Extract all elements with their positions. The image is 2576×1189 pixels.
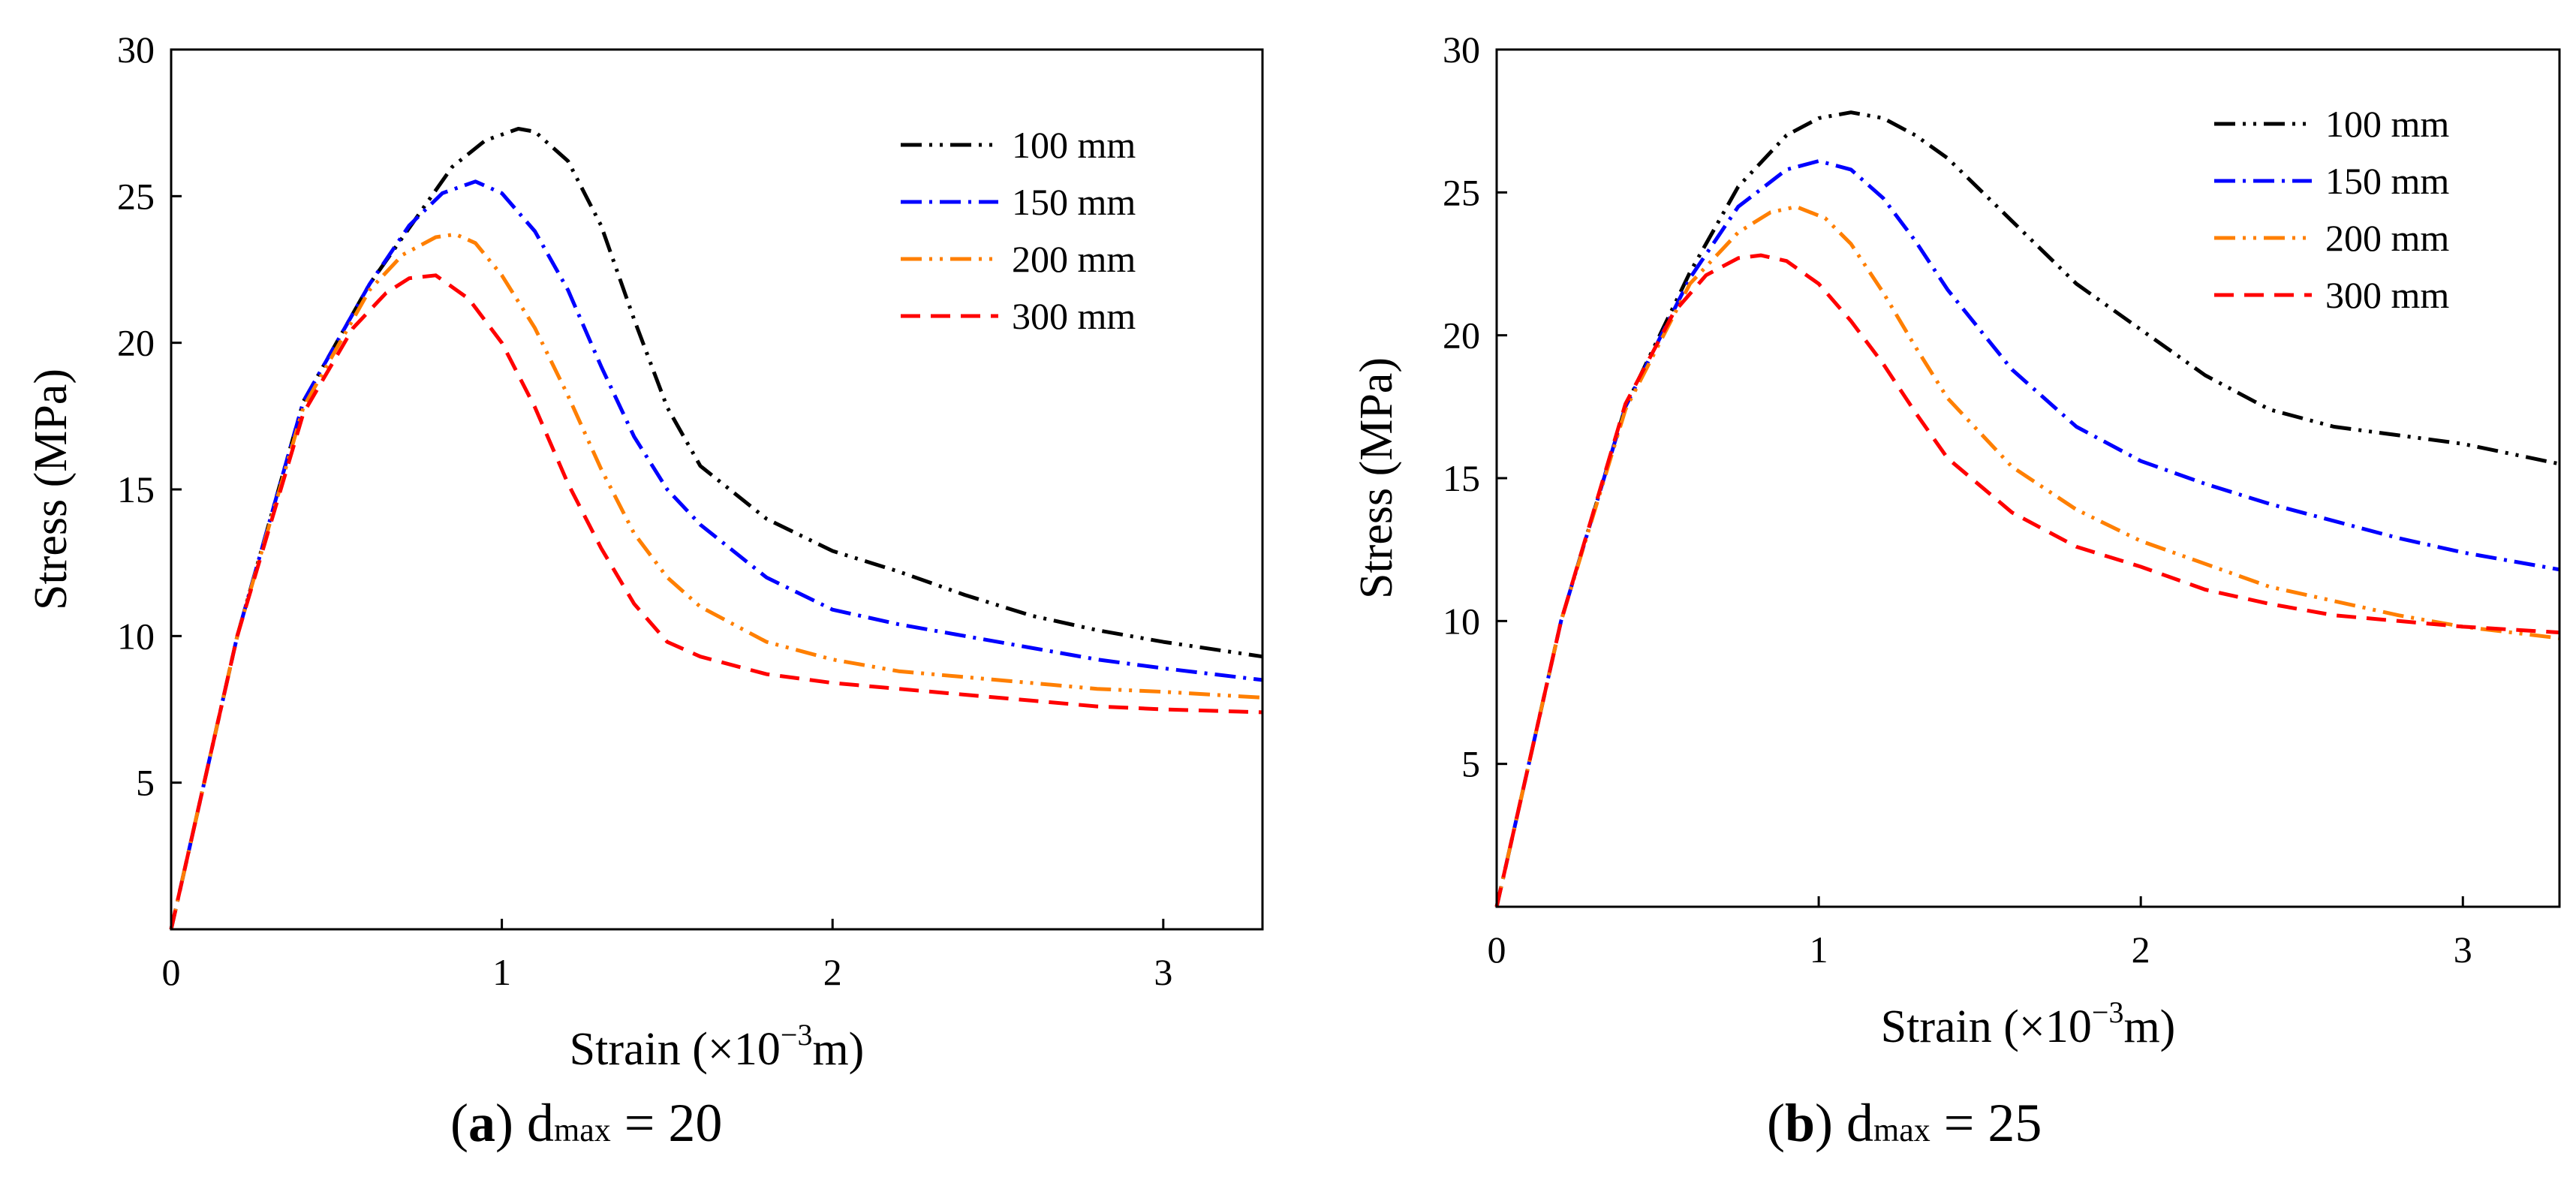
caption-b-variable: d xyxy=(1846,1093,1874,1153)
y-tick-label: 20 xyxy=(117,322,155,364)
chart-panel-0: 0 1 2 3 5 10 15 20 25 30 Strain (×10−3m) Stress (MP… xyxy=(26,29,1264,1075)
caption-a-variable: d xyxy=(526,1093,554,1153)
series-line-1-3 xyxy=(1494,253,2560,908)
chart-panel-1: 0 1 2 3 5 10 15 20 25 30 Strain (×10−3m) Stress (MP… xyxy=(1351,29,2561,1052)
legend-1: 100 mm 150 mm 200 mm 300 mm xyxy=(2214,103,2449,316)
series-line-0-0 xyxy=(169,127,1263,930)
y-tick-label: 20 xyxy=(1443,315,1480,357)
legend-0: 100 mm 150 mm 200 mm 300 mm xyxy=(901,124,1136,337)
x-tick-label: 2 xyxy=(2132,929,2150,971)
caption-b-open: ( xyxy=(1767,1093,1785,1153)
y-axis-label: Stress (MPa) xyxy=(1351,357,1402,599)
series-line-0-1 xyxy=(169,179,1263,930)
legend-label: 150 mm xyxy=(1012,181,1136,223)
caption-a: (a) dmax = 20 xyxy=(450,1092,722,1154)
x-tick-label: 1 xyxy=(1810,929,1828,971)
x-tick-label: 3 xyxy=(1154,951,1172,993)
caption-a-subscript: max xyxy=(553,1112,611,1148)
y-tick-label: 5 xyxy=(1461,743,1480,785)
y-tick-label: 10 xyxy=(1443,600,1480,642)
caption-a-value: = 20 xyxy=(610,1093,723,1153)
caption-b-letter: b xyxy=(1784,1093,1816,1153)
caption-b-subscript: max xyxy=(1873,1112,1930,1148)
x-tick-label: 0 xyxy=(1488,929,1506,971)
series-line-1-1 xyxy=(1494,159,2560,908)
legend-label: 200 mm xyxy=(1012,238,1136,280)
x-tick-label: 2 xyxy=(823,951,842,993)
x-tick-label: 1 xyxy=(492,951,511,993)
series-line-1-0 xyxy=(1494,110,2560,908)
y-axis-label: Stress (MPa) xyxy=(26,369,77,610)
legend-label: 300 mm xyxy=(2325,274,2449,316)
caption-a-open: ( xyxy=(450,1093,468,1153)
legend-label: 150 mm xyxy=(2325,160,2449,202)
caption-b-close: ) xyxy=(1815,1093,1834,1153)
caption-b-value: = 25 xyxy=(1930,1093,2042,1153)
y-tick-label: 15 xyxy=(117,468,155,510)
y-tick-label: 30 xyxy=(117,29,155,71)
legend-label: 300 mm xyxy=(1012,295,1136,337)
y-tick-label: 25 xyxy=(117,175,155,217)
legend-label: 200 mm xyxy=(2325,217,2449,259)
caption-a-letter: a xyxy=(468,1093,495,1153)
x-axis-label: Strain (×10−3m) xyxy=(570,1018,865,1075)
series-line-0-3 xyxy=(169,273,1263,930)
legend-label: 100 mm xyxy=(1012,124,1136,166)
caption-a-close: ) xyxy=(495,1093,513,1153)
x-tick-label: 3 xyxy=(2454,929,2472,971)
x-tick-label: 0 xyxy=(162,951,181,993)
y-tick-label: 30 xyxy=(1443,29,1480,71)
y-tick-label: 5 xyxy=(136,762,155,804)
x-axis-label: Strain (×10−3m) xyxy=(1881,995,2176,1052)
legend-label: 100 mm xyxy=(2325,103,2449,145)
series-line-0-2 xyxy=(169,232,1263,930)
y-tick-label: 15 xyxy=(1443,457,1480,499)
y-tick-label: 10 xyxy=(117,615,155,657)
caption-b: (b) dmax = 25 xyxy=(1767,1092,2042,1154)
y-tick-label: 25 xyxy=(1443,171,1480,213)
